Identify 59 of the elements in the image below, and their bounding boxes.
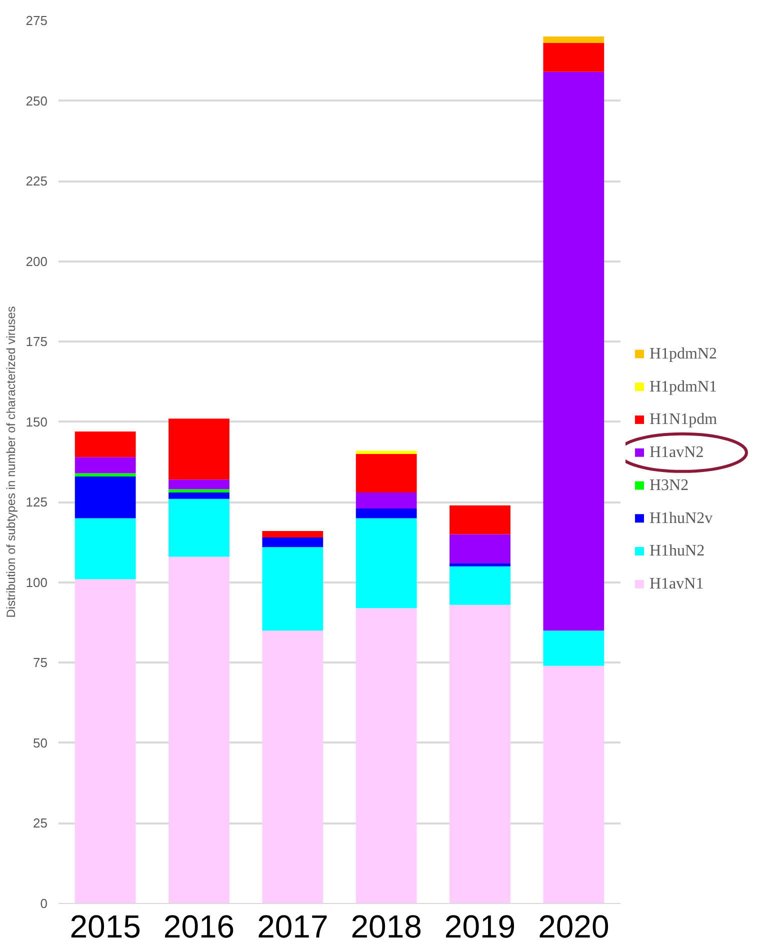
y-tick-label: 125 <box>26 494 48 510</box>
bar <box>543 72 604 631</box>
bar <box>356 492 417 509</box>
bar <box>262 630 324 904</box>
y-tick-label: 200 <box>26 254 48 269</box>
legend-label: H3N2 <box>650 476 689 494</box>
bar <box>168 489 230 493</box>
y-axis-title: Distribution of subtypes in number of characterized viruses <box>4 306 18 618</box>
bar <box>262 537 324 548</box>
x-tick-label: 2018 <box>350 908 422 944</box>
bar <box>356 608 417 904</box>
y-tick-label: 275 <box>26 13 48 28</box>
y-tick-label: 175 <box>26 334 48 350</box>
x-tick-label: 2017 <box>257 908 328 944</box>
bar <box>74 476 136 518</box>
bar <box>356 508 417 518</box>
bar <box>74 579 136 904</box>
bar <box>543 42 604 72</box>
bar <box>450 563 510 566</box>
bar <box>356 518 417 608</box>
bar <box>168 418 230 480</box>
bar <box>543 666 604 904</box>
bar <box>168 492 230 499</box>
bar <box>168 556 230 904</box>
bar <box>74 518 136 580</box>
legend-label: H1pdmN1 <box>650 378 718 396</box>
bar <box>356 450 417 454</box>
y-tick-label: 0 <box>40 896 48 911</box>
bar <box>450 566 510 605</box>
legend-label: H1avN2 <box>650 444 704 462</box>
x-tick-label: 2019 <box>444 908 516 944</box>
bar <box>74 457 136 474</box>
y-tick-label: 150 <box>26 414 48 430</box>
bar <box>74 431 136 458</box>
bar <box>543 36 604 43</box>
y-tick-label: 250 <box>26 93 48 108</box>
bar <box>450 534 510 564</box>
y-tick-label: 50 <box>33 735 48 750</box>
y-tick-label: 75 <box>33 655 48 670</box>
x-tick-label: 2016 <box>163 908 235 944</box>
bar <box>74 473 136 476</box>
bar <box>262 547 324 631</box>
x-tick-label: 2015 <box>70 908 141 944</box>
y-tick-label: 100 <box>26 574 48 590</box>
legend-label: H1huN2v <box>650 510 713 527</box>
bar <box>168 498 230 557</box>
bar <box>356 454 417 493</box>
y-tick-label: 25 <box>33 816 48 831</box>
legend-label: H1N1pdm <box>650 411 718 428</box>
legend-label: H1avN1 <box>650 576 704 593</box>
bar <box>543 630 604 666</box>
bar <box>262 531 324 538</box>
y-tick-label: 225 <box>26 174 48 189</box>
bar <box>450 505 510 534</box>
bar <box>168 480 230 490</box>
x-tick-label: 2020 <box>538 908 610 944</box>
legend-label: H1pdmN2 <box>650 345 718 362</box>
legend-label: H1huN2 <box>650 542 705 560</box>
bar <box>450 604 510 904</box>
